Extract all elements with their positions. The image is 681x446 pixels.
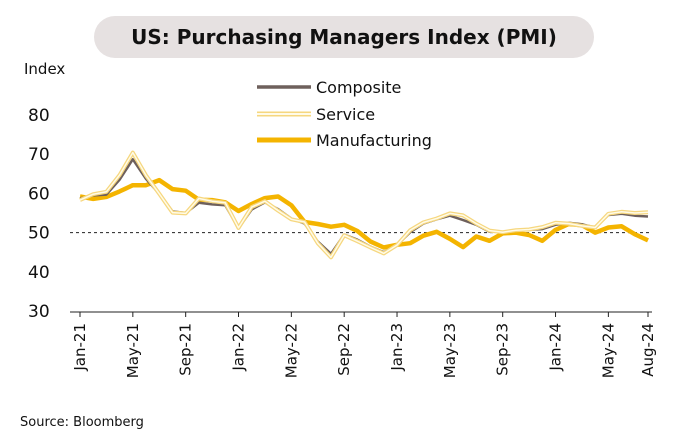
x-tick-label: Sep-22 xyxy=(335,323,353,376)
x-tick-label: May-21 xyxy=(124,323,142,378)
x-tick-label: May-23 xyxy=(441,323,459,378)
legend-label-composite: Composite xyxy=(316,78,401,97)
series-line-composite xyxy=(79,158,649,256)
y-tick-label: 40 xyxy=(28,263,50,283)
x-tick-label: Jan-23 xyxy=(388,323,406,372)
series-line-service-inner xyxy=(79,151,649,259)
x-tick-label: Aug-24 xyxy=(639,323,657,377)
y-tick-label: 50 xyxy=(28,224,50,244)
x-tick-label: Jan-21 xyxy=(71,323,89,372)
series-layer xyxy=(79,150,649,260)
y-axis-label: Index xyxy=(24,60,65,78)
chart-title: US: Purchasing Managers Index (PMI) xyxy=(131,25,557,49)
x-tick-label: May-22 xyxy=(282,323,300,378)
y-tick-label: 30 xyxy=(28,302,50,322)
x-tick-label: Jan-22 xyxy=(230,323,248,372)
y-tick-label: 60 xyxy=(28,184,50,204)
source-note: Source: Bloomberg xyxy=(20,415,144,430)
axis-layer: Index 30 40 50 60 70 80 Jan-21 May-21 Sep-21 Jan-2… xyxy=(24,60,657,378)
legend-label-service: Service xyxy=(316,105,375,124)
x-tick-label: Sep-21 xyxy=(177,323,195,376)
x-tick-label: Jan-24 xyxy=(547,323,565,372)
legend: Composite Service Manufacturing xyxy=(257,78,432,150)
series-line-service xyxy=(79,150,649,260)
y-tick-label: 80 xyxy=(28,106,50,126)
y-tick-label: 70 xyxy=(28,145,50,165)
series-line-manufacturing xyxy=(79,177,649,250)
legend-label-manufacturing: Manufacturing xyxy=(316,131,432,150)
x-tick-label: Sep-23 xyxy=(494,323,512,376)
x-tick-label: May-24 xyxy=(599,323,617,378)
chart-title-pill: US: Purchasing Managers Index (PMI) xyxy=(94,16,594,58)
